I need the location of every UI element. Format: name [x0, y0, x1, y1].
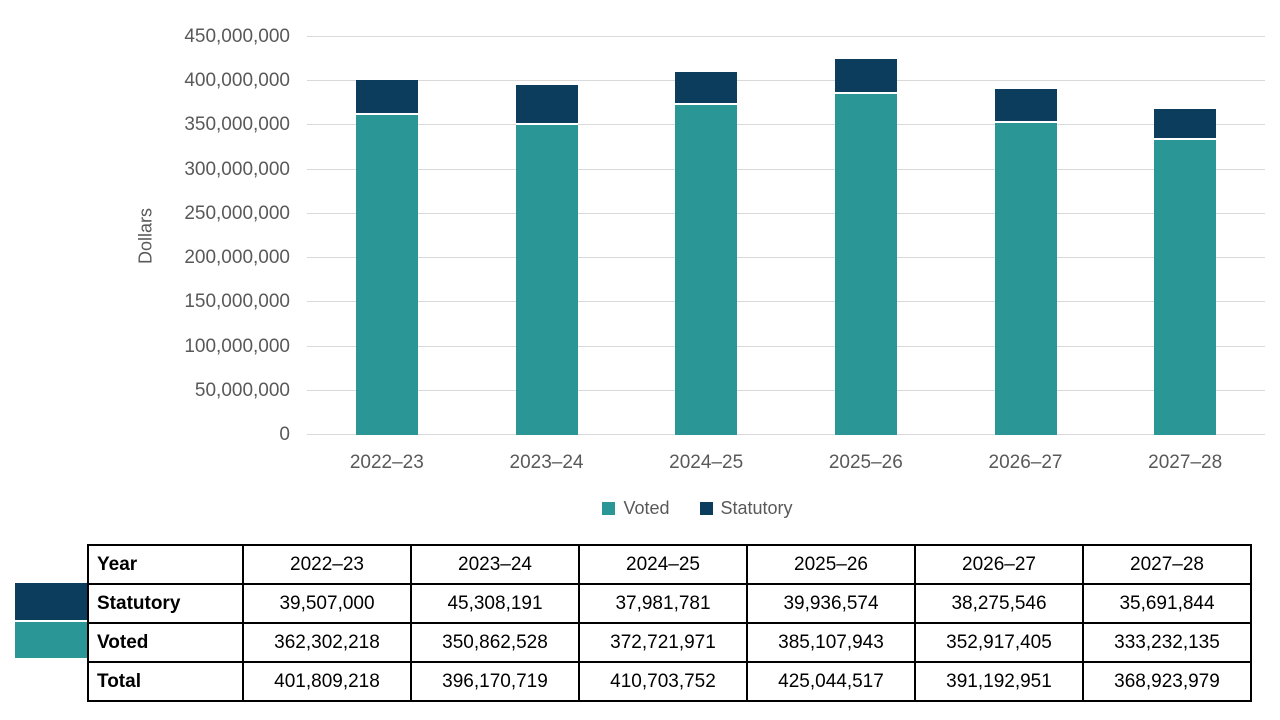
x-axis-label: 2022–23 [349, 452, 424, 473]
table-cell: 352,917,405 [914, 622, 1084, 663]
bar-segment-voted [355, 114, 418, 435]
table-cell: 350,862,528 [410, 622, 580, 663]
bar-segment-voted [515, 124, 578, 435]
bar-segment-statutory [675, 71, 738, 106]
y-axis-tick-label: 50,000,000 [194, 379, 290, 401]
gridline [307, 345, 1265, 347]
legend-label: Statutory [720, 497, 793, 518]
bar-segment-voted [1154, 140, 1217, 435]
bar-group [1154, 108, 1217, 435]
x-axis-labels: 2022–23 2023–24 2024–25 2025–26 2026–27 2027–… [307, 452, 1265, 478]
legend-color-swatch-icon [602, 501, 616, 515]
table-cell: 35,691,844 [1082, 583, 1252, 624]
gridline [307, 257, 1265, 259]
y-axis-tick-label: 200,000,000 [184, 247, 290, 269]
bar-segment-statutory [994, 89, 1057, 123]
gridline [307, 434, 1265, 435]
table-cell: 372,721,971 [578, 622, 748, 663]
legend-label: Voted [623, 497, 670, 518]
table-cell: 425,044,517 [746, 661, 916, 702]
bar-group [355, 79, 418, 435]
gridline [307, 389, 1265, 391]
table-row: Total 401,809,218 396,170,719 410,703,752 42… [87, 661, 1252, 702]
table-header-cell: 2025–26 [746, 544, 916, 585]
y-axis-tick-label: 450,000,000 [184, 26, 290, 47]
table-cell: 333,232,135 [1082, 622, 1252, 663]
bar-group [834, 59, 897, 435]
table-header-row: Year 2022–23 2023–24 2024–25 2025–26 2026–27 2… [87, 544, 1252, 585]
table-cell: 39,507,000 [242, 583, 412, 624]
gridline [307, 301, 1265, 303]
y-axis-tick-label: 350,000,000 [184, 114, 290, 136]
plot-area [307, 36, 1265, 435]
y-axis-tick-label: 250,000,000 [184, 202, 290, 224]
bar-segment-statutory [515, 84, 578, 125]
statutory-color-swatch [15, 583, 87, 620]
gridline [307, 36, 1265, 37]
table-cell: 362,302,218 [242, 622, 412, 663]
legend-item: Voted [602, 497, 670, 519]
table-cell: 38,275,546 [914, 583, 1084, 624]
chart-legend: Voted Statutory [130, 495, 1265, 521]
x-axis-label: 2025–26 [828, 452, 903, 473]
table-row: Statutory 39,507,000 45,308,191 37,981,781 3… [87, 583, 1252, 624]
table-header-cell: 2023–24 [410, 544, 580, 585]
gridline [307, 80, 1265, 82]
table-cell: 410,703,752 [578, 661, 748, 702]
gridline [307, 168, 1265, 170]
gridline [307, 212, 1265, 214]
table-cell: 39,936,574 [746, 583, 916, 624]
bar-group [675, 71, 738, 435]
row-label: Voted [87, 622, 244, 663]
bar-segment-voted [834, 94, 897, 435]
y-axis-tick-label: 400,000,000 [184, 70, 290, 92]
y-axis-tick-label: 300,000,000 [184, 158, 290, 180]
table-cell: 391,192,951 [914, 661, 1084, 702]
y-axis-tick-labels: 0 50,000,000 100,000,000 150,000,000 200,000… [120, 26, 290, 445]
legend-item: Statutory [699, 497, 793, 519]
row-label: Statutory [87, 583, 244, 624]
gridline [307, 124, 1265, 126]
table-cell: 37,981,781 [578, 583, 748, 624]
table-header-cell: 2022–23 [242, 544, 412, 585]
x-axis-label: 2027–28 [1148, 452, 1223, 473]
bar-group [515, 84, 578, 435]
table-cell: 396,170,719 [410, 661, 580, 702]
bar-segment-statutory [355, 79, 418, 115]
table-cell: 401,809,218 [242, 661, 412, 702]
x-axis-label: 2026–27 [988, 452, 1063, 473]
x-axis-label: 2024–25 [669, 452, 744, 473]
y-axis-tick-label: 100,000,000 [184, 335, 290, 357]
table-cell: 385,107,943 [746, 622, 916, 663]
table-header-cell: 2024–25 [578, 544, 748, 585]
table-header-cell: 2026–27 [914, 544, 1084, 585]
bar-segment-voted [994, 122, 1057, 435]
table-header-label: Year [87, 544, 244, 585]
data-table: Year 2022–23 2023–24 2024–25 2025–26 2026–27 2… [87, 544, 1252, 702]
table-cell: 368,923,979 [1082, 661, 1252, 702]
bar-segment-statutory [1154, 108, 1217, 141]
bar-segment-voted [675, 105, 738, 435]
table-cell: 45,308,191 [410, 583, 580, 624]
bar-segment-statutory [834, 59, 897, 95]
y-axis-tick-label: 0 [279, 424, 290, 445]
bar-group [994, 89, 1057, 435]
legend-color-swatch-icon [699, 501, 713, 515]
y-axis-tick-label: 150,000,000 [184, 291, 290, 313]
voted-color-swatch [15, 622, 87, 658]
row-label: Total [87, 661, 244, 702]
table-row: Voted 362,302,218 350,862,528 372,721,971 38… [87, 622, 1252, 663]
table-header-cell: 2027–28 [1082, 544, 1252, 585]
x-axis-label: 2023–24 [509, 452, 584, 473]
